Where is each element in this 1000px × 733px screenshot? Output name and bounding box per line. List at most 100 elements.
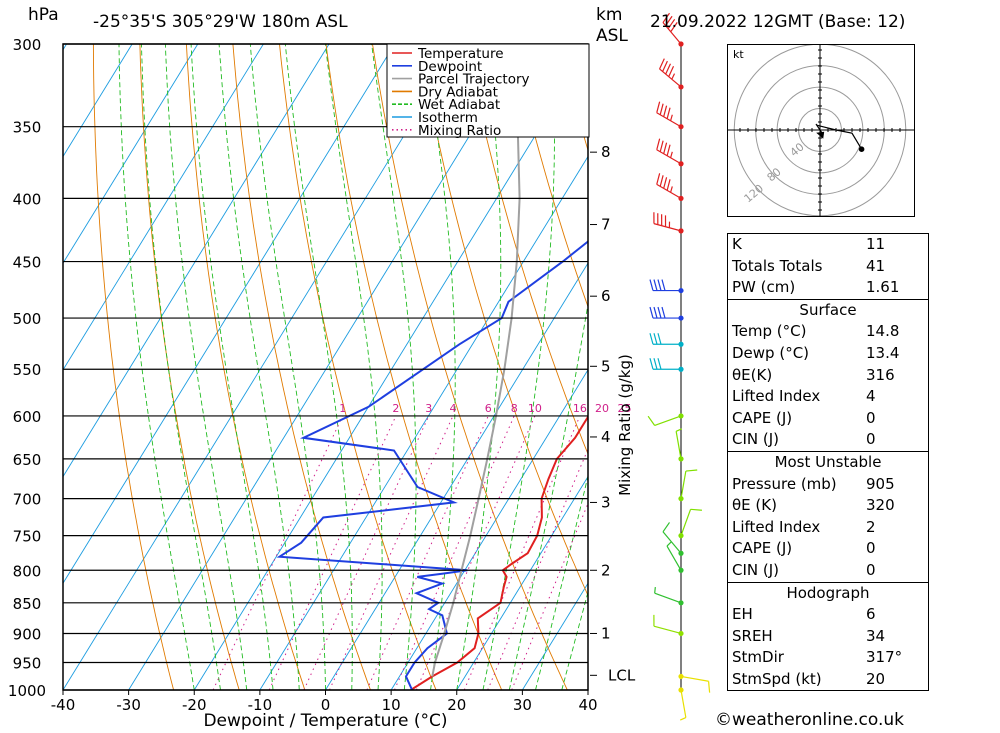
mixing-ratio-value-label: 25	[617, 402, 631, 415]
index-value: 34	[866, 626, 886, 645]
index-label: CIN (J)	[732, 430, 780, 449]
wind-barb-feather	[657, 279, 662, 291]
wind-barb-dot	[678, 533, 684, 539]
height-tick-label: 1	[601, 624, 611, 642]
wind-barb-feather	[665, 63, 671, 75]
index-value: 2	[866, 517, 876, 536]
surface-section-title: Surface	[728, 298, 928, 322]
index-label: StmSpd (kt)	[732, 669, 822, 688]
wind-barb-staff	[662, 22, 682, 45]
isotherm-line	[63, 44, 133, 158]
legend-label: Wet Adiabat	[418, 97, 500, 113]
isotherm-line	[259, 155, 588, 690]
index-row: Totals Totals 41	[728, 256, 928, 278]
index-row: PW (cm) 1.61	[728, 277, 928, 299]
hodograph-end-dot	[858, 146, 865, 152]
index-label: CAPE (J)	[732, 408, 793, 427]
x-tick-label: 10	[382, 696, 401, 714]
dry-adiabat-line	[92, 44, 175, 690]
index-row: StmSpd (kt) 20	[728, 669, 928, 691]
surface-indices: Temp (°C) 14.8 Dewp (°C) 13.4 θE(K) 316 Lifted…	[728, 321, 928, 451]
index-row: θE (K) 320	[728, 495, 928, 517]
dry-adiabat-line	[465, 44, 588, 456]
wind-barb-half-feather	[666, 541, 672, 547]
hodograph-panel: kt 40 80 120	[727, 44, 915, 217]
index-label: K	[732, 235, 742, 253]
index-label: PW (cm)	[732, 278, 796, 297]
wind-barb-feather	[661, 306, 666, 319]
x-tick-label: 40	[578, 696, 597, 714]
pressure-tick-label: 800	[13, 562, 42, 580]
dry-adiabat-line	[931, 44, 1000, 690]
wind-barb	[654, 587, 684, 606]
mixing-ratio-line	[394, 415, 515, 690]
wind-barb	[656, 138, 684, 167]
index-label: θE (K)	[732, 496, 777, 515]
x-tick-label: 20	[447, 696, 466, 714]
wind-barb-feather	[663, 142, 668, 154]
x-tick-label: 0	[321, 696, 331, 714]
wind-barb-staff	[680, 509, 692, 536]
wind-barb-feather	[662, 522, 670, 533]
wet-adiabat-line	[561, 590, 588, 690]
wind-barb-feather	[662, 12, 670, 23]
wind-barb-feather	[653, 358, 658, 370]
wet-adiabat-line	[284, 44, 353, 690]
wind-barb	[649, 279, 684, 294]
index-label: Dewp (°C)	[732, 343, 810, 362]
isotherm-line	[63, 44, 461, 690]
isotherm-line	[325, 262, 588, 690]
index-value: 0	[866, 430, 876, 449]
general-indices: K 11 Totals Totals 41 PW (cm) 1.61	[728, 234, 928, 299]
wind-barb-staff	[656, 149, 682, 165]
index-label: SREH	[732, 626, 773, 645]
legend-label: Isotherm	[418, 110, 478, 126]
wind-barb-feather	[659, 103, 664, 115]
wind-barb-feather	[667, 18, 676, 30]
wind-barb-staff	[680, 470, 687, 499]
legend-box	[386, 43, 590, 138]
index-value: 11	[866, 235, 886, 253]
dry-adiabat-line	[139, 44, 240, 690]
mixing-ratio-line	[366, 415, 489, 690]
wind-barb	[649, 333, 684, 347]
wind-barb-staff	[654, 415, 682, 427]
mixing-ratio-value-label: 4	[449, 402, 456, 415]
footer-credit[interactable]: ©weatheronline.co.uk	[715, 710, 905, 730]
index-value: 320	[866, 496, 895, 515]
index-row: K 11	[728, 234, 928, 256]
wind-barb	[666, 541, 684, 573]
pressure-tick-label: 350	[13, 119, 42, 137]
wind-barb-feather	[657, 358, 662, 370]
index-row: SREH 34	[728, 626, 928, 648]
x-axis-label: Dewpoint / Temperature (°C)	[203, 711, 447, 731]
mixing-ratio-value-label: 3	[425, 402, 432, 415]
mixing-ratio-line	[212, 415, 344, 690]
wind-barb-staff	[654, 592, 682, 604]
index-label: CIN (J)	[732, 560, 780, 579]
x-tick-label: -20	[182, 696, 207, 714]
unstable-indices: Pressure (mb) 905 θE (K) 320 Lifted Index 2 CA…	[728, 474, 928, 582]
index-label: Totals Totals	[732, 256, 823, 275]
height-tick-label: 8	[601, 143, 611, 161]
x-tick-label: -30	[116, 696, 141, 714]
isotherm-line	[63, 44, 199, 265]
index-row: Dewp (°C) 13.4	[728, 343, 928, 365]
legend-label: Parcel Trajectory	[418, 72, 530, 88]
mixing-ratio-value-label: 6	[485, 402, 492, 415]
wind-barb-feather	[663, 177, 668, 189]
wind-barb	[678, 673, 711, 693]
wind-barb-staff	[659, 68, 682, 88]
wind-barb-feather	[659, 175, 664, 187]
index-label: StmDir	[732, 648, 784, 667]
wind-barb-staff	[680, 675, 709, 682]
x-tick-label: 30	[513, 696, 532, 714]
wind-barb	[653, 614, 684, 637]
pressure-tick-label: 900	[13, 625, 42, 643]
wind-barb-feather	[657, 306, 662, 319]
wind-barb	[678, 508, 702, 539]
index-row: CAPE (J) 0	[728, 408, 928, 430]
wind-barb-staff	[675, 431, 682, 459]
